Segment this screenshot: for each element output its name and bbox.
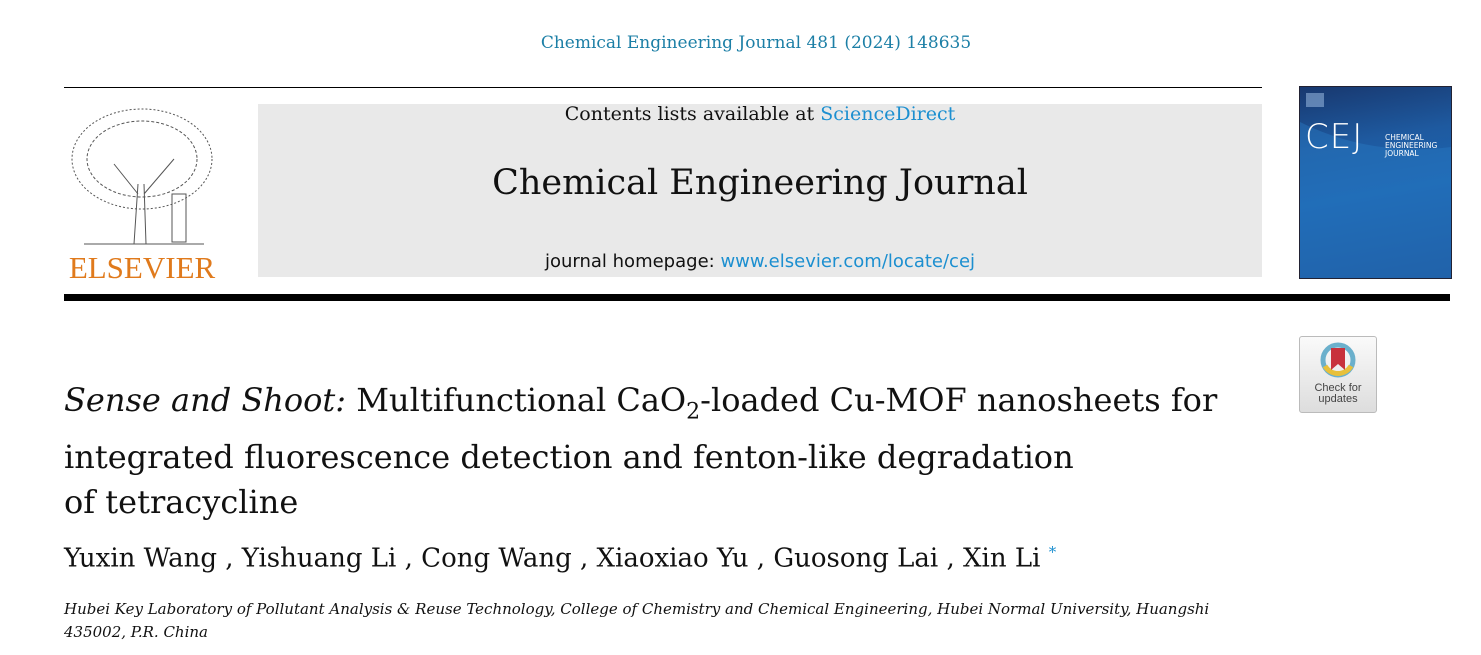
elsevier-wordmark: ELSEVIER xyxy=(68,250,216,285)
updates-label: updates xyxy=(1318,393,1358,405)
affiliation: Hubei Key Laboratory of Pollutant Analys… xyxy=(64,600,1210,641)
cover-wave xyxy=(1300,93,1451,278)
authors[interactable]: Yuxin Wang , Yishuang Li , Cong Wang , X… xyxy=(64,543,1041,574)
header-divider xyxy=(64,87,1262,88)
author-list: Yuxin Wang , Yishuang Li , Cong Wang , X… xyxy=(64,543,1056,574)
article-title: Sense and Shoot: Multifunctional CaO2-lo… xyxy=(64,378,1264,526)
contents-line: Contents lists available at ScienceDirec… xyxy=(258,103,1262,125)
sciencedirect-link[interactable]: ScienceDirect xyxy=(820,103,956,125)
check-for-updates-button[interactable]: Check for updates xyxy=(1299,336,1377,413)
journal-citation[interactable]: Chemical Engineering Journal 481 (2024) … xyxy=(540,33,972,53)
title-line: integrated fluorescence detection and fe… xyxy=(64,437,1074,476)
title-part: -loaded Cu-MOF nanosheets for xyxy=(700,381,1218,419)
title-line: of tetracycline xyxy=(64,483,299,522)
check-label: Check for xyxy=(1314,382,1362,394)
cover-subtitle: CHEMICAL ENGINEERING JOURNAL xyxy=(1385,133,1438,158)
homepage-label: journal homepage: xyxy=(544,251,721,272)
title-part: Multifunctional CaO xyxy=(346,381,687,419)
masthead-box xyxy=(258,104,1262,277)
title-subscript: 2 xyxy=(686,399,701,425)
journal-name: Chemical Engineering Journal xyxy=(492,163,1028,203)
cover-abbrev: CEJ xyxy=(1305,117,1364,157)
header-thick-rule xyxy=(64,294,1450,301)
homepage-line: journal homepage: www.elsevier.com/locat… xyxy=(258,251,1262,272)
title-italic: Sense and Shoot: xyxy=(64,381,347,419)
contents-label: Contents lists available at xyxy=(564,103,821,125)
homepage-link[interactable]: www.elsevier.com/locate/cej xyxy=(720,251,976,272)
journal-cover[interactable]: CEJ CHEMICAL ENGINEERING JOURNAL xyxy=(1299,86,1452,279)
elsevier-tree-logo xyxy=(71,108,213,245)
corresponding-author-mark[interactable]: * xyxy=(1048,543,1057,561)
bookmark-ring-icon xyxy=(1320,342,1356,378)
